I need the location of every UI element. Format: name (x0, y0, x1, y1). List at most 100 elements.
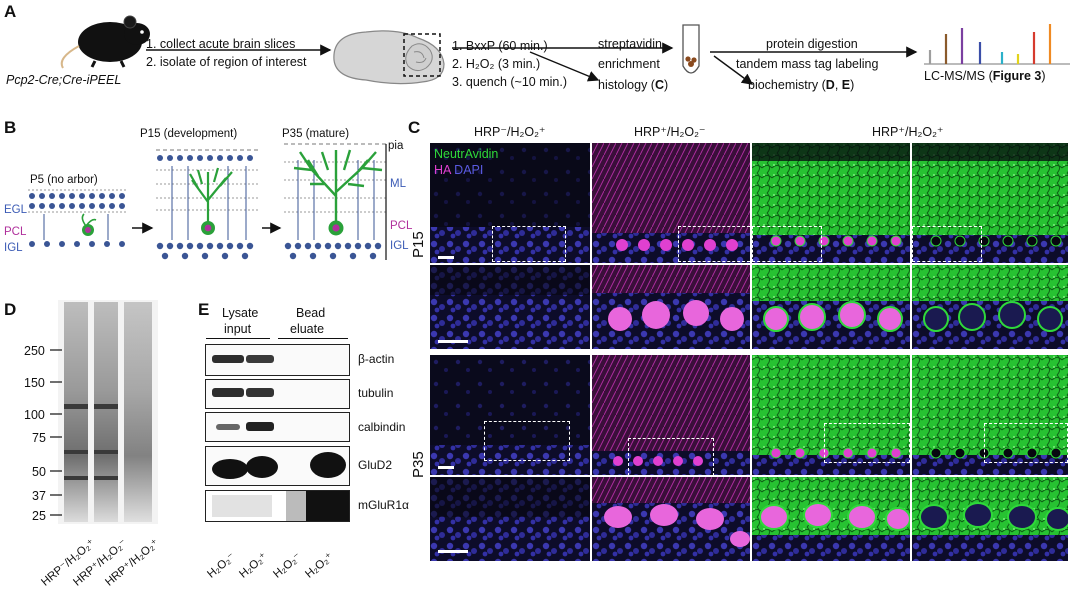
micro-p15-c4-top (912, 143, 1068, 263)
mass-spectrum-icon (924, 24, 1070, 65)
panel-label-c: C (408, 118, 421, 137)
p15-label: P15 (development) (140, 128, 238, 140)
scale-bar (438, 256, 454, 259)
roi-box (824, 423, 910, 463)
roi-box (678, 226, 750, 262)
lane-label-e4: H₂O₂⁺ (303, 550, 336, 581)
pia-label: pia (388, 140, 404, 152)
p15-stage (156, 149, 260, 260)
mouse-icon (60, 15, 150, 69)
marker-100: 100 (24, 408, 45, 422)
legend-ha-dapi: HA DAPI (434, 163, 484, 177)
roi-box (912, 226, 982, 262)
tmt-label: tandem mass tag labeling (736, 57, 879, 71)
ml-label: ML (390, 178, 406, 190)
marker-250: 250 (24, 344, 45, 358)
panel-label-e: E (198, 300, 210, 319)
blot-beta-actin (205, 344, 350, 376)
lane-label-e1: H₂O₂⁻ (205, 550, 238, 581)
marker-25: 25 (32, 509, 46, 523)
p35-stage (284, 143, 387, 260)
mouse-line-label: Pcp2-Cre;Cre-iPEEL (6, 73, 122, 87)
roi-box (984, 423, 1068, 463)
tube-icon (682, 24, 700, 74)
scale-bar (438, 466, 454, 469)
marker-37: 37 (32, 489, 46, 503)
step1-collect: 1. collect acute brain slices (146, 37, 296, 51)
roi-box (492, 226, 566, 262)
lcms-label: LC-MS/MS (Figure 3) (924, 69, 1046, 83)
scale-bar (438, 550, 468, 553)
input-label: input (224, 322, 252, 336)
igl-label-right: IGL (390, 240, 409, 252)
panel-label-a: A (4, 2, 17, 21)
egl-label: EGL (4, 204, 28, 216)
blot-gluD2 (205, 446, 350, 486)
col-header-1: HRP⁻/H₂O₂⁺ (474, 125, 546, 139)
micro-p35-c2-zoom (592, 477, 750, 561)
divider (206, 338, 270, 340)
p5-stage (28, 189, 126, 247)
arrow-a1 (146, 44, 332, 56)
lysate-label: Lysate (222, 306, 259, 320)
histology-label: histology (C) (598, 78, 669, 92)
bead-label: Bead (296, 306, 326, 320)
roi-box (752, 226, 822, 262)
micro-p35-c3-zoom (752, 477, 910, 561)
protein-mglur1a: mGluR1α (358, 498, 409, 512)
arrows-a2 (452, 42, 674, 82)
micro-p35-c2-top (592, 355, 750, 475)
micro-p15-c1-zoom (430, 265, 590, 349)
panel-label-b: B (4, 118, 17, 137)
micro-p35-c1-top (430, 355, 590, 475)
silver-stain-gel (50, 300, 158, 524)
step2-h2o2: 2. H₂O₂ (3 min.) (452, 57, 541, 71)
divider (278, 338, 348, 340)
row-label-p35: P35 (410, 451, 427, 478)
protein-gluD2: GluD2 (358, 458, 393, 472)
pcl-label-right: PCL (390, 220, 413, 232)
row-label-p15: P15 (410, 231, 427, 258)
micro-p35-c4-top (912, 355, 1068, 475)
blot-calbindin (205, 412, 350, 442)
micro-p15-c3-zoom (752, 265, 910, 349)
eluate-label: eluate (290, 322, 325, 336)
lane-label-e2: H₂O₂⁺ (237, 550, 270, 581)
p5-label: P5 (no arbor) (30, 174, 98, 186)
blot-tubulin (205, 379, 350, 409)
arrows-a3 (710, 46, 918, 85)
enrichment-label: enrichment (598, 57, 660, 71)
marker-50: 50 (32, 465, 46, 479)
streptavidin-label: streptavidin (598, 37, 662, 51)
step2-bxxp: 1. BxxP (60 min.) (452, 39, 548, 53)
protein-calbindin: calbindin (358, 420, 406, 434)
brain-icon (333, 30, 445, 85)
pcl-label-left: PCL (4, 226, 27, 238)
col-header-3: HRP⁺/H₂O₂⁺ (872, 125, 944, 139)
micro-p35-c1-zoom (430, 477, 590, 561)
biochemistry-label: biochemistry (D, E) (748, 78, 855, 92)
legend-neutravidin: NeutrAvidin (434, 147, 499, 161)
micro-p15-c1-top (430, 143, 590, 263)
micro-p35-c3-top (752, 355, 910, 475)
igl-label-left: IGL (4, 242, 23, 254)
protein-beta-actin: β-actin (358, 352, 395, 366)
blot-mglur1a (205, 490, 350, 522)
marker-75: 75 (32, 431, 46, 445)
p35-label: P35 (mature) (282, 128, 350, 140)
cerebellum-development-schematic (28, 143, 387, 260)
step2-quench: 3. quench (~10 min.) (452, 75, 567, 89)
protein-tubulin: tubulin (358, 386, 394, 400)
micro-p15-c4-zoom (912, 265, 1068, 349)
micro-p35-c4-zoom (912, 477, 1068, 561)
col-header-2: HRP⁺/H₂O₂⁻ (634, 125, 706, 139)
micro-p15-c3-top (752, 143, 910, 263)
roi-box (628, 438, 714, 476)
panel-label-d: D (4, 300, 17, 319)
marker-150: 150 (24, 376, 45, 390)
scale-bar (438, 340, 468, 343)
lane-label-e3: H₂O₂⁻ (271, 550, 304, 581)
step1-isolate: 2. isolate of region of interest (146, 55, 307, 69)
micro-p15-c2-zoom (592, 265, 750, 349)
roi-box (484, 421, 570, 461)
